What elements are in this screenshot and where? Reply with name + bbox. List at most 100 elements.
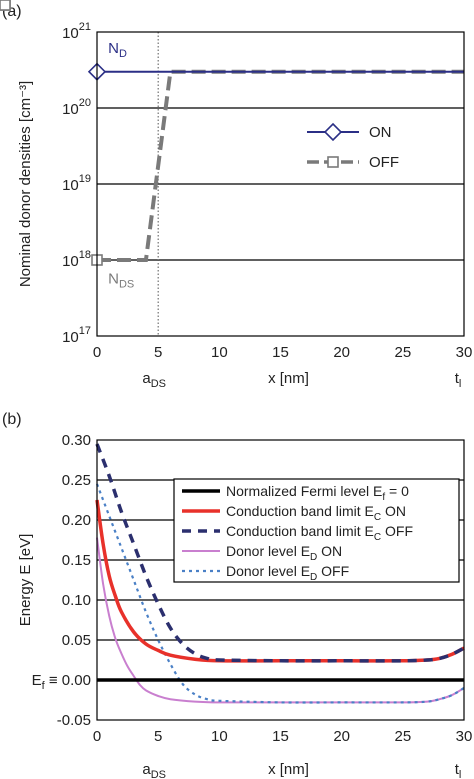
panel-b-y-tick-label: 0.15: [62, 552, 91, 569]
legend-main: Conduction band limit E: [226, 503, 374, 519]
y-tick-exponent: 21: [79, 21, 91, 33]
annotation-nd-sub: D: [119, 48, 127, 60]
panel-b-y-tick-label: 0.30: [62, 432, 91, 449]
panel-b-x-tick-label: 5: [154, 728, 162, 745]
b-adsl-main: a: [142, 761, 151, 778]
panel-b-y-tick-labels: -0.05 Ef ≡ 0.00 0.05 0.10 0.15 0.20 0.25 0.30: [32, 432, 91, 729]
panel-a-x-tick-label: 30: [456, 344, 473, 361]
ef-sub: f: [42, 680, 46, 692]
legend-tail: ON: [317, 543, 342, 559]
panel-a-adsl-label: aDS: [142, 370, 166, 390]
panel-b-x-tick-label: 15: [272, 728, 289, 745]
panel-b-legend-box: [173, 478, 460, 583]
y-tick-exponent: 20: [79, 97, 91, 109]
y-tick-exponent: 19: [79, 173, 91, 185]
b-adsl-sub: DS: [151, 769, 166, 779]
annotation-nds-main: N: [108, 271, 119, 288]
legend-on-label: ON: [369, 124, 392, 141]
legend-main: Donor level E: [226, 563, 310, 579]
y-tick-base: 10: [62, 177, 79, 194]
panel-b-y-tick-label: 0.25: [62, 472, 91, 489]
panel-a-y-tick-label: 1017: [62, 325, 91, 346]
legend-entry-label: Donor level ED ON: [226, 543, 342, 563]
y-tick-base: 10: [62, 253, 79, 270]
panel-b-adsl-label: aDS: [142, 761, 166, 779]
legend-sub: f: [382, 492, 385, 503]
series-off-line: [97, 69, 464, 262]
panel-a-x-tick-label: 20: [333, 344, 350, 361]
panel-b-y-tick-label: 0.05: [62, 632, 91, 649]
adsl-sub: DS: [151, 378, 166, 390]
legend-off-label: OFF: [369, 154, 399, 171]
panel-a-plot-frame: [96, 31, 465, 337]
panel-b-tl-label: tl: [455, 761, 462, 779]
legend-main: Normalized Fermi level E: [226, 483, 382, 499]
panel-a-y-tick-label: 1021: [62, 21, 91, 42]
panel-a-x-tick-label: 5: [154, 344, 162, 361]
legend-tail: = 0: [385, 483, 409, 499]
panel-a-x-tick-label: 25: [394, 344, 411, 361]
panel-b-x-axis-label: x [nm]: [268, 761, 309, 778]
panel-b-x-tick-label: 10: [211, 728, 228, 745]
panel-b-plot-frame: [96, 439, 465, 721]
legend-on-diamond: [323, 122, 343, 142]
panel-a-x-axis-label: x [nm]: [268, 370, 309, 387]
annotation-nds: NDS: [108, 271, 134, 291]
panel-a-x-tick-labels: 0 5 10 15 20 25 30: [93, 344, 473, 361]
adsl-main: a: [142, 370, 151, 387]
ef-tail: ≡ 0.00: [45, 672, 91, 689]
panel-b: (b) -0.05 Ef ≡ 0.00 0.05 0.10 0.15 0.20 0.25 0.…: [2, 411, 472, 779]
series-dl-off-line: [95, 483, 465, 704]
y-tick-base: 10: [62, 25, 79, 42]
panel-a-gridlines: [97, 107, 464, 261]
panel-a-y-axis-label: Nominal donor densities [cm⁻³]: [17, 81, 34, 287]
series-cb-off-line: [95, 443, 465, 663]
panel-a-y-tick-label: 1019: [62, 173, 91, 194]
legend-entry-label: Donor level ED OFF: [226, 563, 349, 583]
panel-a-y-tick-label: 1020: [62, 97, 91, 118]
y-tick-base: 10: [62, 329, 79, 346]
series-off-square-marker: [0, 0, 11, 11]
panel-b-x-tick-label: 20: [333, 728, 350, 745]
legend-tail: ON: [381, 503, 406, 519]
panel-a-x-tick-label: 10: [211, 344, 228, 361]
panel-b-y-tick-label: 0.20: [62, 512, 91, 529]
legend-sub: D: [310, 572, 317, 583]
panel-b-x-tick-label: 0: [93, 728, 101, 745]
ef-main: E: [32, 672, 42, 689]
tl-sub: l: [459, 378, 461, 390]
panel-b-y-tick-label: 0.10: [62, 592, 91, 609]
y-tick-exponent: 17: [79, 325, 91, 337]
tl-main: t: [455, 370, 460, 387]
legend-tail: OFF: [381, 523, 413, 539]
annotation-nd-main: N: [108, 40, 119, 57]
y-tick-exponent: 18: [79, 249, 91, 261]
panel-a-legend: ON OFF: [307, 122, 399, 171]
panel-b-series: [95, 443, 465, 704]
legend-entry-label: Conduction band limit EC ON: [226, 503, 406, 523]
panel-b-y-tick-label: Ef ≡ 0.00: [32, 672, 91, 692]
b-tl-sub: l: [459, 769, 461, 779]
b-tl-main: t: [455, 761, 460, 778]
panel-b-y-tick-label: -0.05: [57, 712, 91, 729]
legend-entry-label: Conduction band limit EC OFF: [226, 523, 413, 543]
panel-a-tl-label: tl: [455, 370, 462, 390]
series-dl-on-line: [96, 537, 465, 704]
legend-main: Conduction band limit E: [226, 523, 374, 539]
legend-main: Donor level E: [226, 543, 310, 559]
legend-off-swatch: [307, 156, 359, 168]
annotation-nds-sub: DS: [119, 279, 134, 291]
legend-sub: C: [374, 532, 381, 543]
panel-b-y-axis-label: Energy E [eV]: [17, 534, 34, 627]
panel-a-x-tick-label: 0: [93, 344, 101, 361]
panel-b-label: (b): [2, 411, 22, 428]
panel-b-x-tick-label: 25: [394, 728, 411, 745]
panel-b-x-tick-labels: 0 5 10 15 20 25 30: [93, 728, 473, 745]
legend-sub: C: [374, 512, 381, 523]
legend-sub: D: [310, 552, 317, 563]
legend-on-swatch: [307, 122, 359, 142]
panel-b-legend: Normalized Fermi level Ef = 0 Conduction …: [173, 478, 460, 583]
